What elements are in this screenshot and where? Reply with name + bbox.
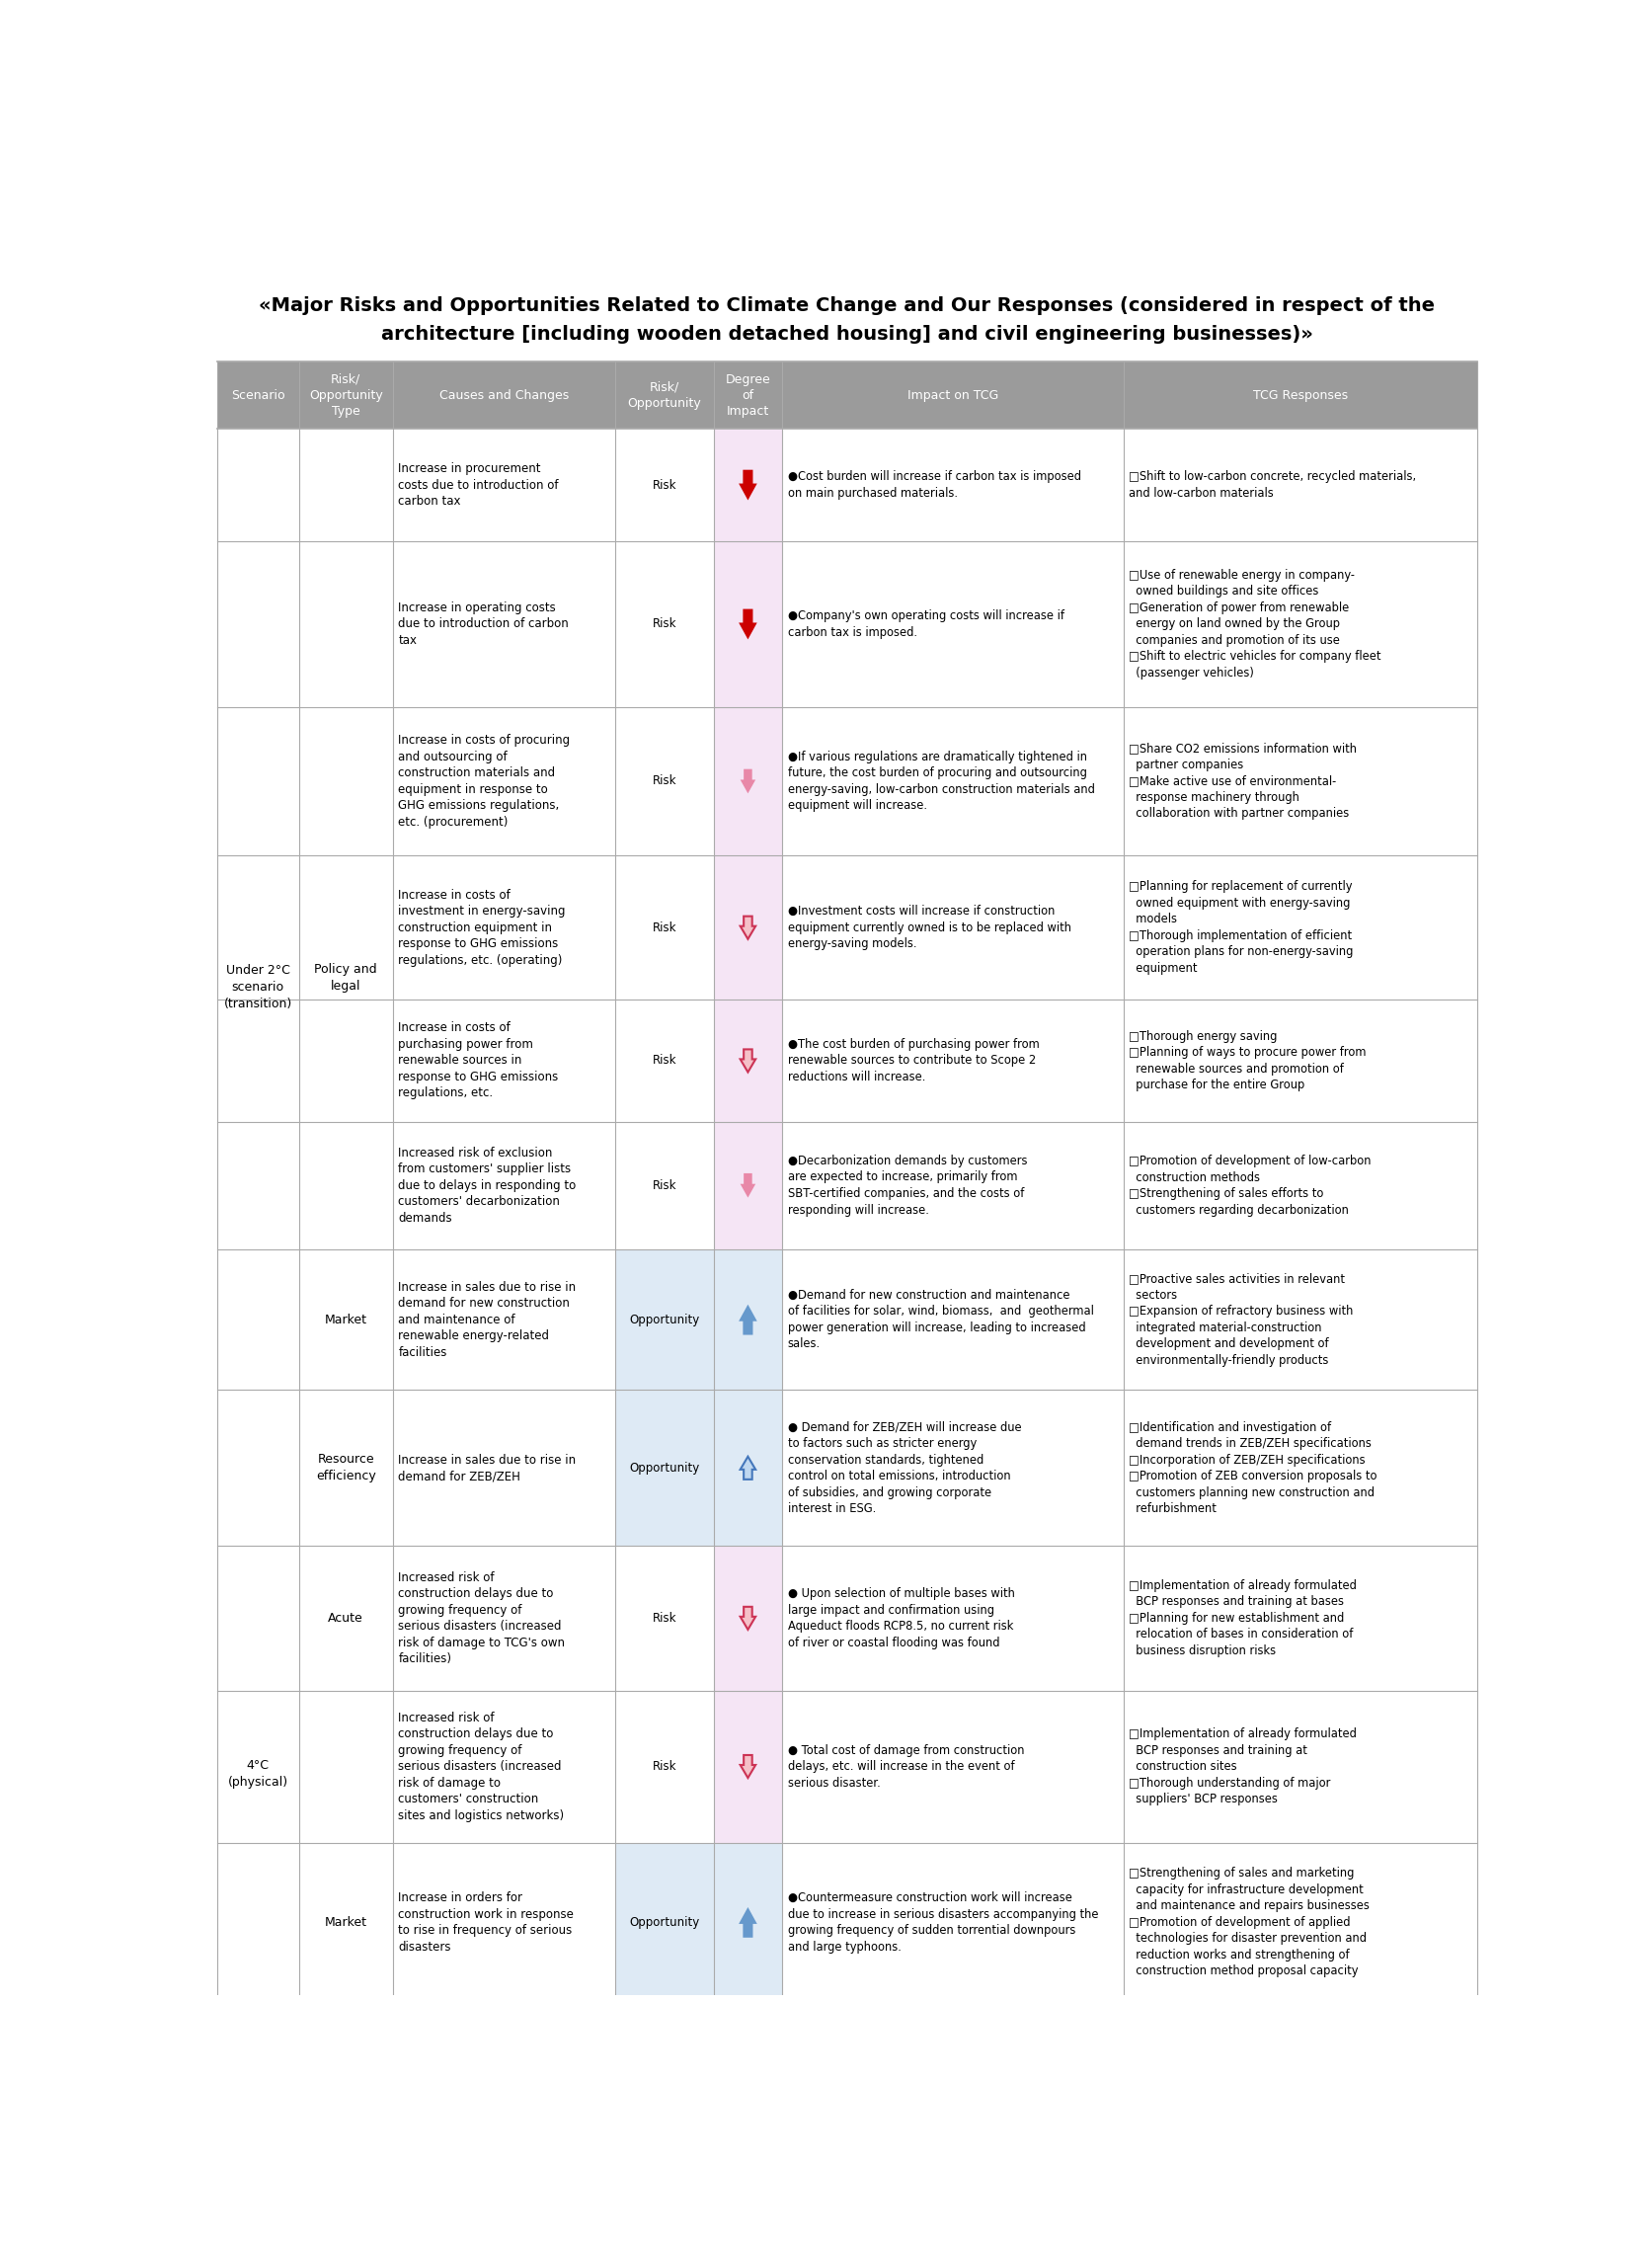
Polygon shape — [738, 610, 757, 639]
Text: Impact on TCG: Impact on TCG — [907, 388, 998, 401]
Text: Risk: Risk — [653, 776, 676, 787]
Bar — [714, 1690, 781, 1843]
Polygon shape — [740, 769, 755, 794]
Text: Increased risk of exclusion
from customers' supplier lists
due to delays in resp: Increased risk of exclusion from custome… — [398, 1146, 577, 1224]
Text: ●If various regulations are dramatically tightened in
future, the cost burden of: ●If various regulations are dramatically… — [786, 751, 1094, 812]
Text: □Planning for replacement of currently
  owned equipment with energy-saving
  mo: □Planning for replacement of currently o… — [1128, 881, 1353, 975]
Text: Causes and Changes: Causes and Changes — [439, 388, 568, 401]
Text: □Identification and investigation of
  demand trends in ZEB/ZEH specifications
□: □Identification and investigation of dem… — [1128, 1421, 1376, 1516]
Text: ●Demand for new construction and maintenance
of facilities for solar, wind, biom: ●Demand for new construction and mainten… — [786, 1289, 1094, 1350]
Text: Risk/
Opportunity
Type: Risk/ Opportunity Type — [309, 372, 383, 417]
Text: Under 2°C
scenario
(transition): Under 2°C scenario (transition) — [223, 964, 292, 1011]
Text: Increase in costs of
investment in energy-saving
construction equipment in
respo: Increase in costs of investment in energ… — [398, 888, 565, 966]
Text: Risk/
Opportunity: Risk/ Opportunity — [628, 381, 700, 410]
Text: ●Countermeasure construction work will increase
due to increase in serious disas: ●Countermeasure construction work will i… — [786, 1892, 1097, 1953]
Text: Market: Market — [324, 1314, 367, 1325]
Text: Risk: Risk — [653, 619, 676, 630]
Polygon shape — [738, 1305, 757, 1334]
Text: Policy and
legal: Policy and legal — [314, 964, 377, 993]
Text: Risk: Risk — [653, 1612, 676, 1625]
Bar — [615, 1249, 714, 1390]
Bar — [615, 1843, 714, 2002]
Polygon shape — [738, 1908, 757, 1937]
Polygon shape — [740, 1049, 755, 1072]
Polygon shape — [740, 1173, 755, 1197]
Text: 4°C
(physical): 4°C (physical) — [228, 1760, 287, 1789]
Text: □Strengthening of sales and marketing
  capacity for infrastructure development
: □Strengthening of sales and marketing ca… — [1128, 1868, 1368, 1977]
Text: Increase in sales due to rise in
demand for new construction
and maintenance of
: Increase in sales due to rise in demand … — [398, 1280, 577, 1359]
Bar — [714, 856, 781, 1000]
Text: Opportunity: Opportunity — [629, 1314, 699, 1325]
Text: Increased risk of
construction delays due to
growing frequency of
serious disast: Increased risk of construction delays du… — [398, 1572, 565, 1666]
Text: Risk: Risk — [653, 921, 676, 935]
Text: Scenario: Scenario — [231, 388, 284, 401]
Text: Increased risk of
construction delays due to
growing frequency of
serious disast: Increased risk of construction delays du… — [398, 1711, 563, 1823]
Bar — [714, 1121, 781, 1249]
Text: ●Investment costs will increase if construction
equipment currently owned is to : ●Investment costs will increase if const… — [786, 906, 1070, 951]
Text: ● Total cost of damage from construction
delays, etc. will increase in the event: ● Total cost of damage from construction… — [786, 1744, 1024, 1789]
Text: Increase in orders for
construction work in response
to rise in frequency of ser: Increase in orders for construction work… — [398, 1892, 573, 1953]
Polygon shape — [740, 917, 755, 939]
Bar — [216, 361, 1477, 428]
Bar — [714, 1249, 781, 1390]
Text: □Shift to low-carbon concrete, recycled materials,
and low-carbon materials: □Shift to low-carbon concrete, recycled … — [1128, 471, 1416, 500]
Text: Market: Market — [324, 1917, 367, 1928]
Bar — [714, 540, 781, 706]
Text: Increase in costs of
purchasing power from
renewable sources in
response to GHG : Increase in costs of purchasing power fr… — [398, 1022, 558, 1101]
Text: ●Cost burden will increase if carbon tax is imposed
on main purchased materials.: ●Cost burden will increase if carbon tax… — [786, 471, 1080, 500]
Text: Increase in sales due to rise in
demand for ZEB/ZEH: Increase in sales due to rise in demand … — [398, 1453, 577, 1482]
Bar — [714, 428, 781, 540]
Text: ● Upon selection of multiple bases with
large impact and confirmation using
Aque: ● Upon selection of multiple bases with … — [786, 1587, 1014, 1650]
Bar — [714, 1390, 781, 1547]
Text: Acute: Acute — [329, 1612, 363, 1625]
Text: Risk: Risk — [653, 1179, 676, 1193]
Text: □Share CO2 emissions information with
  partner companies
□Make active use of en: □Share CO2 emissions information with pa… — [1128, 742, 1356, 821]
Polygon shape — [738, 471, 757, 500]
Text: Risk: Risk — [653, 1054, 676, 1067]
Text: Opportunity: Opportunity — [629, 1462, 699, 1475]
Text: ●The cost burden of purchasing power from
renewable sources to contribute to Sco: ●The cost burden of purchasing power fro… — [786, 1038, 1039, 1083]
Bar — [714, 1000, 781, 1121]
Text: Resource
efficiency: Resource efficiency — [316, 1453, 375, 1482]
Bar — [714, 1547, 781, 1690]
Text: □Implementation of already formulated
  BCP responses and training at bases
□Pla: □Implementation of already formulated BC… — [1128, 1578, 1356, 1657]
Text: ●Decarbonization demands by customers
are expected to increase, primarily from
S: ●Decarbonization demands by customers ar… — [786, 1155, 1026, 1217]
Text: □Promotion of development of low-carbon
  construction methods
□Strengthening of: □Promotion of development of low-carbon … — [1128, 1155, 1370, 1217]
Text: Increase in costs of procuring
and outsourcing of
construction materials and
equ: Increase in costs of procuring and outso… — [398, 733, 570, 827]
Text: ●Company's own operating costs will increase if
carbon tax is imposed.: ●Company's own operating costs will incr… — [786, 610, 1064, 639]
Text: architecture [including wooden detached housing] and civil engineering businesse: architecture [including wooden detached … — [382, 325, 1312, 343]
Bar — [615, 1390, 714, 1547]
Bar — [714, 1843, 781, 2002]
Text: □Use of renewable energy in company-
  owned buildings and site offices
□Generat: □Use of renewable energy in company- own… — [1128, 569, 1379, 679]
Text: Degree
of
Impact: Degree of Impact — [725, 372, 770, 417]
Text: Increase in operating costs
due to introduction of carbon
tax: Increase in operating costs due to intro… — [398, 601, 568, 648]
Text: □Implementation of already formulated
  BCP responses and training at
  construc: □Implementation of already formulated BC… — [1128, 1726, 1356, 1805]
Polygon shape — [740, 1755, 755, 1778]
Bar — [714, 706, 781, 856]
Text: Risk: Risk — [653, 478, 676, 491]
Text: Risk: Risk — [653, 1760, 676, 1773]
Polygon shape — [740, 1457, 755, 1480]
Text: Increase in procurement
costs due to introduction of
carbon tax: Increase in procurement costs due to int… — [398, 462, 558, 507]
Text: «Major Risks and Opportunities Related to Climate Change and Our Responses (cons: «Major Risks and Opportunities Related t… — [259, 296, 1434, 314]
Text: TCG Responses: TCG Responses — [1252, 388, 1346, 401]
Text: □Thorough energy saving
□Planning of ways to procure power from
  renewable sour: □Thorough energy saving □Planning of way… — [1128, 1029, 1365, 1092]
Text: Opportunity: Opportunity — [629, 1917, 699, 1928]
Text: ● Demand for ZEB/ZEH will increase due
to factors such as stricter energy
conser: ● Demand for ZEB/ZEH will increase due t… — [786, 1421, 1021, 1516]
Polygon shape — [740, 1608, 755, 1630]
Text: □Proactive sales activities in relevant
  sectors
□Expansion of refractory busin: □Proactive sales activities in relevant … — [1128, 1273, 1353, 1368]
